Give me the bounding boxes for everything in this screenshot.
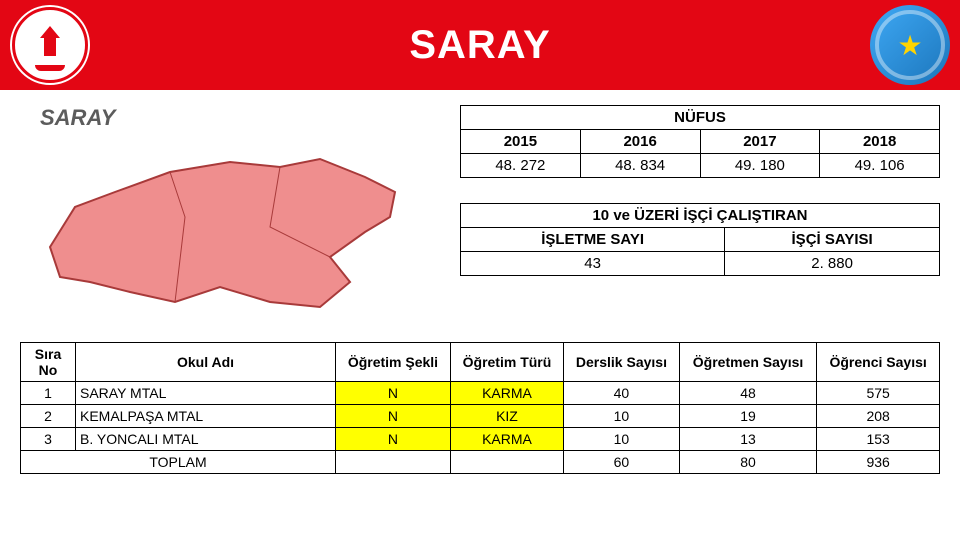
pop-cell: 49. 106	[820, 154, 940, 178]
total-cell: 80	[679, 451, 816, 474]
cell: N	[336, 405, 451, 428]
total-cell: 60	[564, 451, 680, 474]
population-title: NÜFUS	[461, 106, 940, 130]
schools-col-5: Öğretmen Sayısı	[679, 343, 816, 382]
total-cell: 936	[817, 451, 940, 474]
directorate-logo-right: ★	[870, 5, 950, 85]
pop-cell: 48. 272	[461, 154, 581, 178]
cell: 40	[564, 382, 680, 405]
cell: 3	[21, 428, 76, 451]
cell: 1	[21, 382, 76, 405]
cell: 10	[564, 428, 680, 451]
year-cell: 2016	[580, 130, 700, 154]
workers-col: İŞÇİ SAYISI	[725, 228, 940, 252]
schools-section: Sıra NoOkul AdıÖğretim ŞekliÖğretim Türü…	[0, 337, 960, 474]
cell: 208	[817, 405, 940, 428]
table-row: 1SARAY MTALNKARMA4048575	[21, 382, 940, 405]
year-cell: 2015	[461, 130, 581, 154]
schools-col-1: Okul Adı	[76, 343, 336, 382]
schools-total-row: TOPLAM 6080936	[21, 451, 940, 474]
table-row: 2KEMALPAŞA MTALNKIZ1019208	[21, 405, 940, 428]
schools-col-6: Öğrenci Sayısı	[817, 343, 940, 382]
pop-cell: 48. 834	[580, 154, 700, 178]
workers-val: 43	[461, 252, 725, 276]
header-bar: SARAY ★	[0, 0, 960, 90]
population-values-row: 48. 272 48. 834 49. 180 49. 106	[461, 154, 940, 178]
cell: 48	[679, 382, 816, 405]
year-cell: 2017	[700, 130, 820, 154]
schools-header-row: Sıra NoOkul AdıÖğretim ŞekliÖğretim Türü…	[21, 343, 940, 382]
workers-val: 2. 880	[725, 252, 940, 276]
year-cell: 2018	[820, 130, 940, 154]
district-map	[20, 137, 420, 327]
cell: B. YONCALI MTAL	[76, 428, 336, 451]
schools-col-4: Derslik Sayısı	[564, 343, 680, 382]
cell	[450, 451, 563, 474]
cell: 13	[679, 428, 816, 451]
page-title: SARAY	[100, 23, 860, 68]
cell: KARMA	[450, 428, 563, 451]
pop-cell: 49. 180	[700, 154, 820, 178]
ministry-logo-left	[10, 5, 90, 85]
map-shape	[50, 159, 395, 307]
cell: KARMA	[450, 382, 563, 405]
cell: 2	[21, 405, 76, 428]
schools-col-0: Sıra No	[21, 343, 76, 382]
population-years-row: 2015 2016 2017 2018	[461, 130, 940, 154]
cell: 10	[564, 405, 680, 428]
total-label: TOPLAM	[21, 451, 336, 474]
cell: SARAY MTAL	[76, 382, 336, 405]
schools-col-3: Öğretim Türü	[450, 343, 563, 382]
cell: 19	[679, 405, 816, 428]
cell: 153	[817, 428, 940, 451]
table-row: 3B. YONCALI MTALNKARMA1013153	[21, 428, 940, 451]
cell: 575	[817, 382, 940, 405]
cell: KIZ	[450, 405, 563, 428]
workers-table: 10 ve ÜZERİ İŞÇİ ÇALIŞTIRAN İŞLETME SAYI…	[460, 203, 940, 276]
population-table: NÜFUS 2015 2016 2017 2018 48. 272 48. 83…	[460, 105, 940, 178]
map-region: SARAY	[20, 105, 440, 327]
map-label: SARAY	[40, 105, 440, 131]
cell: N	[336, 428, 451, 451]
schools-col-2: Öğretim Şekli	[336, 343, 451, 382]
cell	[336, 451, 451, 474]
cell: KEMALPAŞA MTAL	[76, 405, 336, 428]
workers-col: İŞLETME SAYI	[461, 228, 725, 252]
cell: N	[336, 382, 451, 405]
workers-title: 10 ve ÜZERİ İŞÇİ ÇALIŞTIRAN	[461, 204, 940, 228]
schools-table: Sıra NoOkul AdıÖğretim ŞekliÖğretim Türü…	[20, 342, 940, 474]
